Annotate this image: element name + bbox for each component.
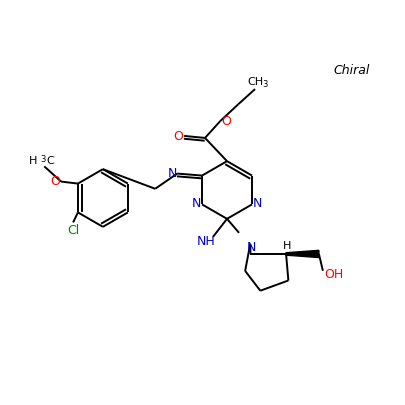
- Text: Cl: Cl: [67, 223, 79, 236]
- Text: 3: 3: [40, 154, 46, 163]
- Text: O: O: [51, 175, 60, 188]
- Text: H: H: [282, 241, 290, 251]
- Text: N: N: [252, 196, 261, 209]
- Text: 3: 3: [262, 80, 267, 89]
- Text: NH: NH: [197, 235, 215, 248]
- Text: H: H: [29, 156, 37, 166]
- Text: O: O: [220, 115, 230, 128]
- Text: N: N: [192, 196, 201, 209]
- Text: C: C: [47, 156, 54, 166]
- Text: Chiral: Chiral: [332, 64, 369, 77]
- Text: CH: CH: [247, 77, 263, 87]
- Text: N: N: [167, 167, 176, 180]
- Polygon shape: [286, 251, 318, 258]
- Text: N: N: [246, 240, 255, 253]
- Text: O: O: [173, 129, 183, 142]
- Text: OH: OH: [324, 268, 343, 281]
